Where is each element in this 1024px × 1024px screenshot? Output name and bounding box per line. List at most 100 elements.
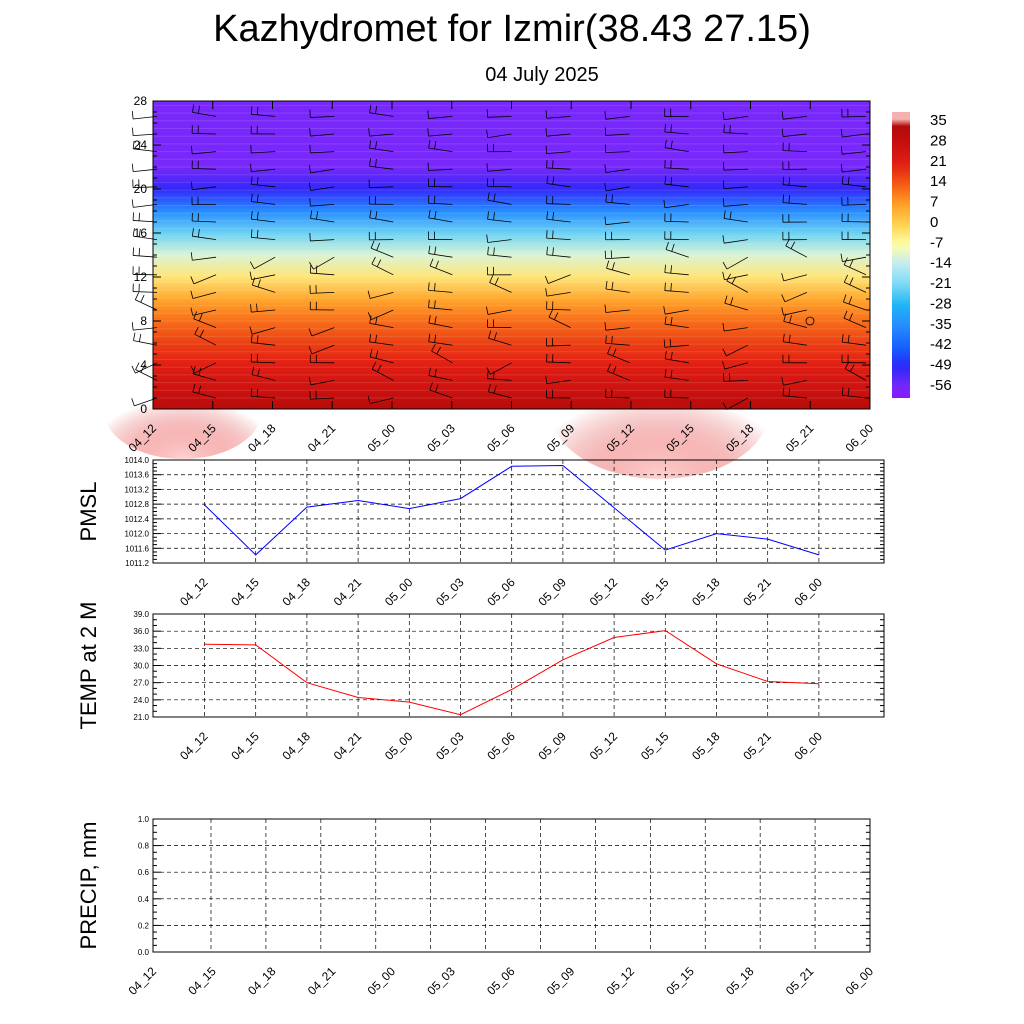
wind-barb-flag: [841, 334, 844, 343]
colorbar-label: -49: [930, 357, 952, 374]
colorbar-label: 21: [930, 153, 947, 170]
wind-barb-flag: [604, 111, 607, 120]
wind-barb: [192, 186, 217, 191]
wind-barb-flag: [192, 366, 196, 374]
wind-barb: [428, 202, 453, 205]
wind-barb: [487, 199, 512, 205]
wind-barb-flag: [671, 243, 675, 252]
wind-barb-flag: [545, 128, 548, 137]
x-tick-label: 05_15: [638, 729, 672, 763]
wind-barb-flag: [664, 369, 667, 378]
wind-barb: [252, 284, 276, 293]
wind-barb: [310, 168, 335, 174]
x-tick-label: 05_12: [587, 729, 621, 763]
y-tick-label: 1013.2: [125, 485, 150, 494]
wind-barb-flag: [428, 299, 430, 308]
x-tick-label: 05_12: [587, 575, 621, 609]
wind-barb-flag: [665, 241, 669, 250]
wind-barb: [546, 183, 571, 188]
wind-barb-flag: [729, 211, 732, 220]
wind-barb-flag: [605, 335, 607, 344]
wind-barb-flag: [841, 387, 844, 396]
wind-barb: [371, 309, 394, 320]
wind-barb: [723, 132, 748, 135]
wind-barb-flag: [190, 290, 194, 299]
wind-barb-flag: [849, 313, 853, 321]
wind-barb: [310, 292, 335, 294]
wind-barb-flag: [191, 145, 193, 154]
x-tick-label: 05_06: [484, 964, 518, 998]
wind-barb-flag: [436, 346, 441, 355]
y-tick-label: 0.8: [138, 842, 150, 851]
wind-barb-flag: [604, 322, 607, 331]
wind-barb: [193, 274, 217, 285]
wind-barb: [369, 133, 394, 137]
wind-barb-flag: [604, 250, 607, 259]
wind-barb-flag: [197, 105, 201, 114]
wind-barb-flag: [664, 264, 666, 273]
wind-barb: [251, 374, 276, 381]
wind-barb-flag: [488, 330, 492, 339]
calm-wind-circle: [805, 316, 815, 326]
wind-barb-flag: [308, 328, 313, 337]
colorbar-label: -28: [930, 295, 952, 312]
wind-barb: [783, 380, 807, 386]
wind-barb-flag: [138, 333, 142, 342]
wind-barb-flag: [664, 282, 666, 291]
wind-barb: [251, 168, 276, 173]
wind-barb: [605, 151, 630, 153]
wind-barb: [723, 380, 748, 382]
wind-barb: [546, 254, 571, 258]
wind-barb: [664, 183, 689, 188]
wind-barb: [487, 168, 512, 172]
wind-barb-flag: [198, 313, 203, 322]
wind-barb-flag: [847, 334, 850, 343]
y-tick-label: 33.0: [133, 644, 149, 653]
wind-barb: [605, 168, 630, 173]
wind-barb: [369, 341, 394, 346]
x-tick-label: 05_03: [424, 964, 458, 998]
wind-barb-flag: [369, 140, 372, 149]
wind-barb: [251, 342, 276, 346]
colorbar-label: -14: [930, 255, 952, 272]
wind-barb: [428, 322, 453, 328]
wind-barb-flag: [375, 105, 378, 114]
xs-y-tick-label: 0: [140, 402, 147, 416]
wind-barb: [251, 218, 276, 223]
wind-barb: [487, 378, 512, 381]
wind-barb: [783, 133, 807, 137]
wind-barb: [310, 151, 335, 154]
wind-barb-flag: [493, 212, 495, 221]
wind-barb: [605, 327, 630, 331]
wind-barb: [726, 280, 749, 293]
wind-barb-flag: [545, 110, 548, 119]
wind-barb: [842, 168, 867, 173]
wind-barb: [428, 116, 453, 119]
x-tick-label: 05_18: [689, 729, 723, 763]
wind-barb: [665, 309, 689, 315]
x-tick-label: 04_18: [280, 729, 314, 763]
wind-barb-flag: [375, 210, 378, 219]
wind-barb: [842, 133, 867, 138]
x-tick-label: 06_00: [843, 964, 877, 998]
xs-y-tick-label: 28: [134, 94, 148, 108]
wind-barb: [605, 201, 630, 205]
wind-barb-flag: [367, 290, 371, 299]
x-tick-label: 04_21: [331, 729, 365, 763]
wind-barb: [605, 256, 630, 260]
wind-barb: [251, 151, 276, 154]
wind-barb: [724, 239, 748, 244]
wind-barb-flag: [192, 104, 195, 113]
wind-barb-flag: [611, 281, 614, 290]
wind-barb: [844, 368, 867, 381]
wind-barb-flag: [431, 343, 436, 352]
wind-barb: [487, 309, 512, 315]
wind-barb-flag: [788, 388, 791, 397]
wind-barb-flag: [429, 382, 433, 391]
wind-barb-flag: [722, 180, 725, 189]
xs-x-tick-label: 05_21: [783, 421, 817, 455]
wind-barb-flag: [788, 195, 790, 204]
wind-barb-flag: [611, 262, 615, 271]
wind-barb-flag: [138, 247, 141, 256]
wind-barb-flag: [664, 123, 666, 133]
